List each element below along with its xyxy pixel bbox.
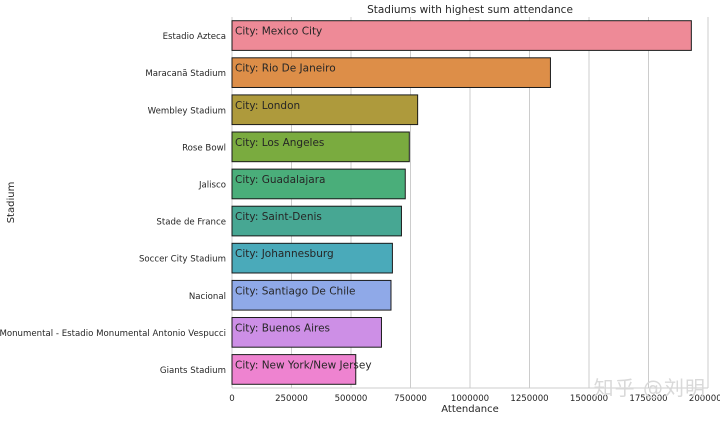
x-tick-label-8: 2000000 <box>689 394 720 404</box>
x-tick-label-1: 250000 <box>275 394 308 404</box>
chart-title: Stadiums with highest sum attendance <box>367 4 573 16</box>
y-axis-title: Stadium <box>6 182 17 224</box>
category-label-3: Rose Bowl <box>182 143 226 153</box>
bar-annotation-5: City: Saint-Denis <box>235 211 322 223</box>
category-label-0: Estadio Azteca <box>163 32 226 42</box>
bar-annotation-1: City: Rio De Janeiro <box>235 63 336 75</box>
bar-3 <box>231 131 410 163</box>
category-label-5: Stade de France <box>156 218 226 228</box>
bar-9 <box>231 354 357 385</box>
x-tick-label-6: 1500000 <box>570 394 608 404</box>
x-tick-label-3: 750000 <box>394 394 427 404</box>
bar-2 <box>231 94 419 126</box>
bar-annotation-8: City: Buenos Aires <box>235 322 330 334</box>
x-axis-title: Attendance <box>441 404 498 415</box>
bar-annotation-6: City: Johannesburg <box>235 248 334 260</box>
bar-annotation-9: City: New York/New Jersey <box>235 359 372 371</box>
category-label-6: Soccer City Stadium <box>139 255 226 265</box>
x-tick-label-4: 1000000 <box>451 394 489 404</box>
bar-0 <box>231 20 692 51</box>
x-tick-label-7: 1750000 <box>629 394 667 404</box>
x-tick-label-2: 500000 <box>335 394 368 404</box>
bar-1 <box>231 57 551 88</box>
x-tick-label-0: 0 <box>229 394 234 404</box>
bar-6 <box>231 242 393 274</box>
bar-annotation-0: City: Mexico City <box>235 26 322 38</box>
category-label-8: El Monumental - Estadio Monumental Anton… <box>0 329 226 339</box>
x-tick-label-5: 1250000 <box>510 394 548 404</box>
bar-annotation-7: City: Santiago De Chile <box>235 285 356 297</box>
bar-7 <box>231 279 392 311</box>
bar-8 <box>231 317 382 348</box>
category-label-7: Nacional <box>189 292 226 302</box>
bar-annotation-3: City: Los Angeles <box>235 137 324 149</box>
bar-4 <box>231 168 406 200</box>
bar-5 <box>231 205 402 237</box>
bar-annotation-4: City: Guadalajara <box>235 174 325 186</box>
watermark: 知乎 @刘明 <box>593 376 706 400</box>
category-label-4: Jalisco <box>198 180 226 190</box>
category-label-9: Giants Stadium <box>160 366 226 376</box>
category-label-1: Maracanã Stadium <box>145 69 226 79</box>
category-label-2: Wembley Stadium <box>148 106 226 116</box>
bar-annotation-2: City: London <box>235 100 300 112</box>
